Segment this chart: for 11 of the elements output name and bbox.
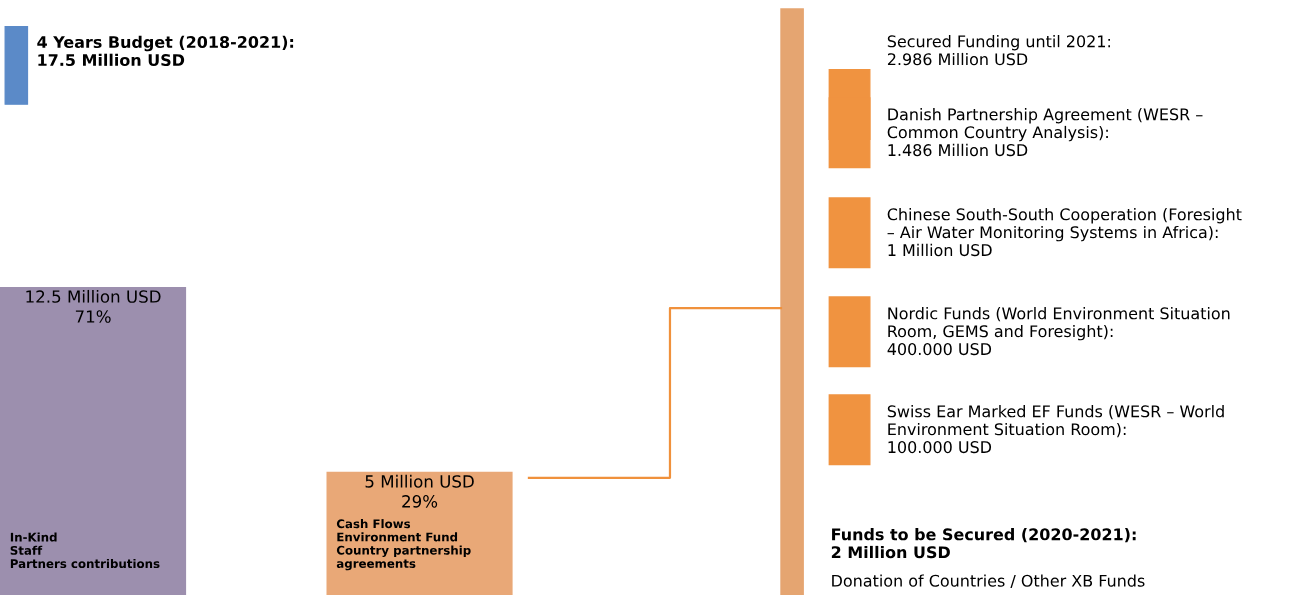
text: Secured Funding until 2021: 2.986 Million USD <box>887 35 1110 66</box>
text: Funds to be Secured (2020-2021): 2 Million USD Donation of Countries / Other XB Funds <box>831 528 1145 589</box>
text: Nordic Funds (World Environment Situation Room, GEMS and Foresight): 400.000 USD <box>887 307 1230 356</box>
data-label: 12.5 Million USD 71% <box>26 289 161 323</box>
chart-title: 4 Years Budget (2018-2021): 17.5 Million USD <box>37 35 294 67</box>
text: Chinese South-South Cooperation (Foresight – Air Water Monitoring Systems in Africa): 1 Million USD <box>887 208 1242 257</box>
text: Danish Partnership Agreement (WESR – Common Country Analysis): 1.486 Million USD <box>887 108 1203 157</box>
x-tick-label: In-Kind Staff Partners contributions <box>10 532 160 569</box>
data-label: 5 Million USD 29% <box>365 474 474 508</box>
x-tick-label: Cash Flows Environment Fund Country partnership agreements <box>336 519 471 571</box>
text: Swiss Ear Marked EF Funds (WESR – World Environment Situation Room): 100.000 USD <box>887 405 1224 454</box>
